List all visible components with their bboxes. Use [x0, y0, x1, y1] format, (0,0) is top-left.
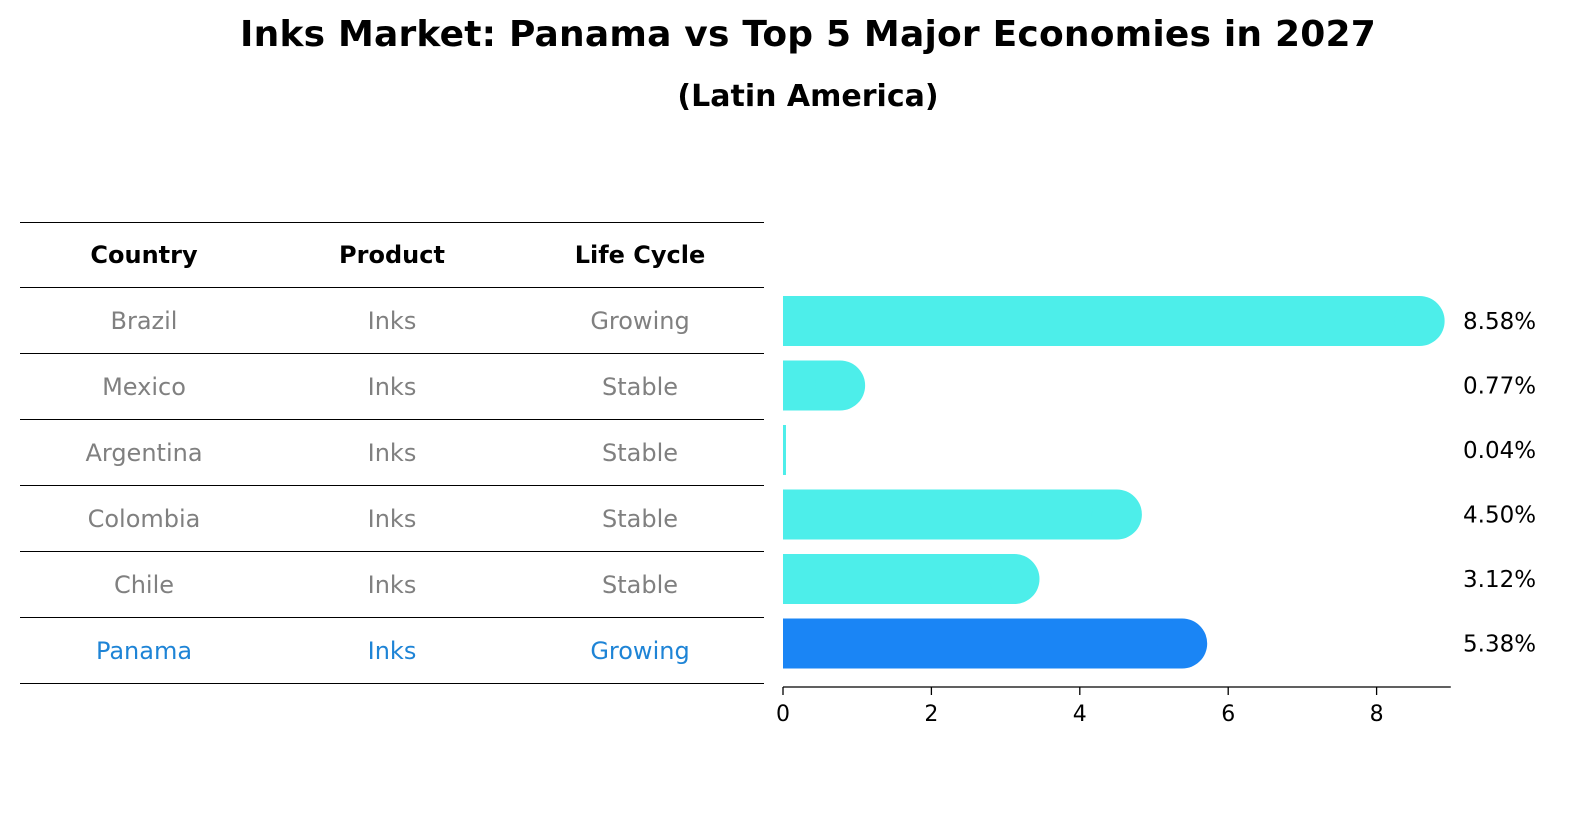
chart-title: Inks Market: Panama vs Top 5 Major Econo… [240, 14, 1376, 55]
x-tick-label: 2 [924, 702, 938, 727]
bar-group [783, 489, 1142, 540]
bar-cap [989, 554, 1040, 604]
table-row: Brazil Inks Growing [20, 288, 764, 354]
table-row: Chile Inks Stable [20, 552, 764, 618]
x-tick-label: 6 [1221, 702, 1235, 727]
bar [783, 554, 1015, 604]
value-label: 8.58% [1463, 309, 1536, 335]
value-label: 0.77% [1463, 374, 1536, 400]
value-label: 5.38% [1463, 632, 1536, 658]
cell-life-cycle: Growing [590, 636, 690, 665]
chart-subtitle: (Latin America) [677, 79, 939, 114]
cell-life-cycle: Stable [601, 372, 679, 401]
table-header-row: Country Product Life Cycle [20, 222, 764, 288]
table-row: Argentina Inks Stable [20, 420, 764, 486]
bar [783, 618, 1183, 669]
table-row: Colombia Inks Stable [20, 486, 764, 552]
table-row: Mexico Inks Stable [20, 354, 764, 420]
cell-country: Argentina [85, 438, 203, 467]
cell-life-cycle: Growing [590, 306, 690, 335]
cell-country: Panama [95, 636, 193, 665]
bar [783, 425, 786, 475]
cell-country: Brazil [110, 306, 178, 335]
value-label: 0.04% [1463, 438, 1536, 464]
cell-life-cycle: Stable [601, 438, 679, 467]
value-label: 4.50% [1463, 503, 1536, 529]
x-tick-label: 0 [776, 702, 790, 727]
cell-product: Inks [367, 570, 417, 599]
bar-group [783, 554, 1040, 604]
header-product: Product [339, 241, 445, 269]
cell-product: Inks [367, 438, 417, 467]
bar-cap [815, 360, 866, 411]
bar-cap [1157, 618, 1208, 669]
x-tick-label: 4 [1073, 702, 1087, 727]
bar-group [783, 360, 866, 411]
country-table: Country Product Life Cycle Brazil Inks G… [20, 222, 764, 684]
value-label: 3.12% [1463, 567, 1536, 593]
bar-group [783, 425, 786, 475]
bar [783, 489, 1117, 540]
table-row-highlight: Panama Inks Growing [20, 618, 764, 684]
x-tick-label: 8 [1370, 702, 1384, 727]
bar-cap [1394, 296, 1445, 346]
header-life-cycle: Life Cycle [574, 241, 706, 269]
cell-product: Inks [367, 504, 417, 533]
bar-chart: 8.58% 0.77% 0.04% 4.50% 3.12% 5.38% 0 2 4 6 8 [776, 296, 1536, 727]
bar-cap [1091, 489, 1142, 540]
bar-group [783, 296, 1445, 346]
cell-life-cycle: Stable [601, 504, 679, 533]
cell-country: Chile [113, 570, 175, 599]
cell-product: Inks [367, 372, 417, 401]
cell-country: Colombia [87, 504, 201, 533]
cell-product: Inks [367, 636, 417, 665]
header-country: Country [90, 241, 198, 269]
bar-group [783, 618, 1208, 669]
bar [783, 296, 1420, 346]
cell-life-cycle: Stable [601, 570, 679, 599]
cell-product: Inks [367, 306, 417, 335]
cell-country: Mexico [102, 372, 186, 401]
